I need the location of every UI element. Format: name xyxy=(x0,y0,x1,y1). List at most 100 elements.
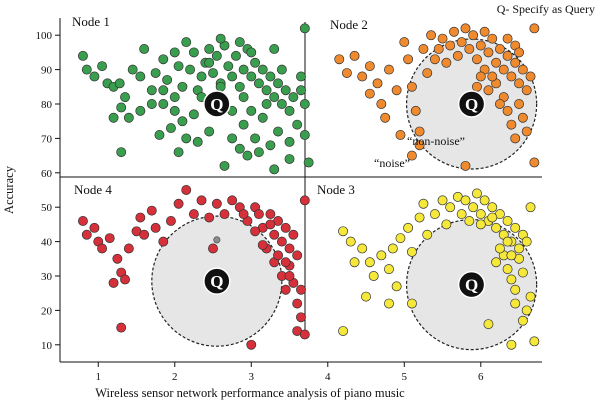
data-point xyxy=(472,81,482,92)
data-point xyxy=(135,71,146,82)
node-label-1: Node 1 xyxy=(72,14,110,29)
data-point xyxy=(257,64,268,75)
data-point xyxy=(406,150,417,161)
data-point xyxy=(188,109,199,120)
query-marker xyxy=(457,270,486,299)
data-point xyxy=(510,57,521,68)
data-point xyxy=(120,92,130,103)
data-point xyxy=(468,202,479,213)
data-point xyxy=(104,233,115,244)
data-point xyxy=(376,250,387,261)
data-point xyxy=(127,64,138,75)
data-points xyxy=(78,23,540,350)
data-point xyxy=(150,222,161,233)
data-point xyxy=(494,243,505,254)
data-point xyxy=(349,50,360,61)
data-point xyxy=(414,212,425,223)
data-point xyxy=(288,92,299,103)
data-point xyxy=(384,298,394,309)
data-point xyxy=(269,164,280,175)
data-point xyxy=(483,47,494,58)
data-point xyxy=(296,85,306,96)
data-point xyxy=(135,212,146,223)
data-point xyxy=(502,264,513,275)
data-point xyxy=(162,74,173,85)
data-point xyxy=(169,47,180,58)
data-point xyxy=(261,85,272,96)
data-point xyxy=(433,44,444,54)
data-point xyxy=(364,88,375,99)
data-point xyxy=(529,336,540,347)
query-label: Q xyxy=(210,272,223,291)
data-point xyxy=(284,271,295,281)
data-point xyxy=(418,44,429,54)
data-point xyxy=(506,250,517,261)
data-point xyxy=(211,50,222,61)
data-point xyxy=(173,61,184,72)
data-point xyxy=(406,81,417,92)
data-point xyxy=(146,99,157,109)
data-point xyxy=(296,284,306,295)
data-point xyxy=(150,68,161,78)
data-point xyxy=(204,212,215,223)
data-point xyxy=(81,229,92,240)
data-point xyxy=(502,33,513,44)
data-point xyxy=(288,229,299,240)
data-point xyxy=(169,92,180,103)
query-markers: Q Q Q Q xyxy=(203,90,486,299)
y-tick-label: 10 xyxy=(41,340,53,352)
data-point xyxy=(284,243,295,254)
data-point xyxy=(154,130,165,140)
data-point xyxy=(173,147,184,158)
data-point xyxy=(78,216,88,226)
data-point xyxy=(403,222,414,233)
data-point xyxy=(165,123,176,134)
data-point xyxy=(219,209,230,220)
data-point xyxy=(380,112,391,123)
data-point xyxy=(250,226,261,237)
data-point xyxy=(238,119,249,130)
data-point xyxy=(479,26,490,37)
data-point xyxy=(116,102,127,113)
x-tick-label: 5 xyxy=(402,371,408,383)
y-tick-label: 50 xyxy=(41,202,53,214)
data-point xyxy=(158,54,169,65)
data-point xyxy=(292,298,303,309)
data-point xyxy=(395,233,406,244)
data-point xyxy=(177,81,188,92)
query-label: Q xyxy=(210,95,223,114)
data-point xyxy=(361,291,371,302)
data-point xyxy=(188,209,199,220)
legend-text: Q- Specify as Query xyxy=(497,2,595,16)
data-point xyxy=(265,71,276,82)
data-point xyxy=(284,105,295,116)
data-point xyxy=(372,78,383,89)
data-point xyxy=(525,202,536,213)
node-label-2: Node 2 xyxy=(330,17,368,32)
data-point xyxy=(196,71,207,82)
data-point xyxy=(280,257,291,268)
data-point xyxy=(502,50,513,61)
data-point xyxy=(185,64,196,75)
data-point xyxy=(299,99,310,109)
query-label: Q xyxy=(465,276,478,295)
data-point xyxy=(487,71,498,82)
data-point xyxy=(269,44,280,54)
data-point xyxy=(418,198,429,209)
data-point xyxy=(468,30,479,41)
query-label: Q xyxy=(465,95,478,114)
data-point xyxy=(204,57,215,68)
data-point xyxy=(406,246,417,257)
data-point xyxy=(529,23,540,34)
data-point xyxy=(188,47,199,58)
x-axis-label: Wireless sensor network performance anal… xyxy=(95,386,405,400)
data-point xyxy=(441,219,452,230)
data-point xyxy=(280,222,291,233)
query-point-marker xyxy=(213,236,221,244)
data-point xyxy=(514,243,524,254)
data-point xyxy=(514,47,524,58)
data-point xyxy=(89,222,100,233)
data-point xyxy=(506,119,517,130)
data-point xyxy=(334,54,345,65)
data-point xyxy=(487,212,498,223)
